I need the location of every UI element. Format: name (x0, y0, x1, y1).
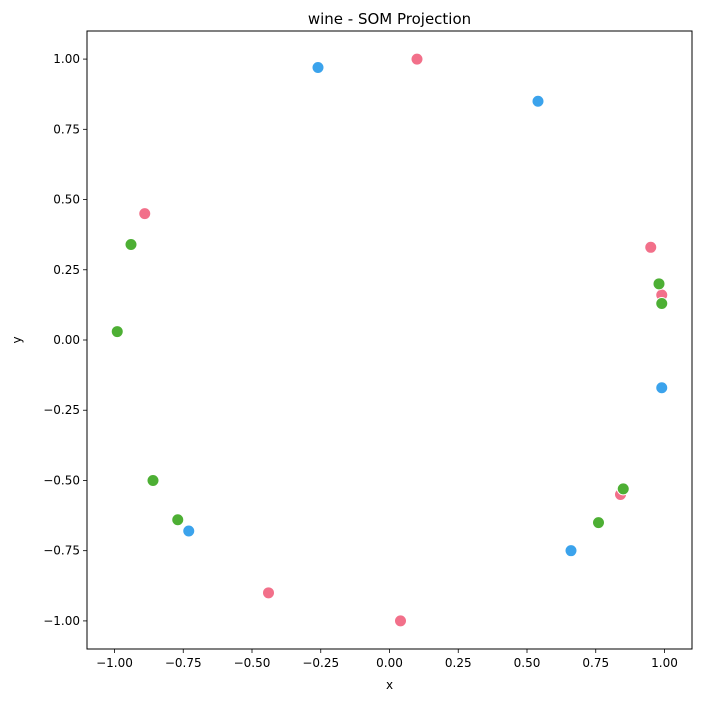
y-tick-label: −1.00 (43, 614, 80, 628)
y-tick-label: −0.25 (43, 403, 80, 417)
scatter-point (110, 325, 124, 339)
x-tick-label: 0.75 (582, 656, 609, 670)
y-axis-ticks: −1.00 −0.75 −0.50 −0.25 0.00 0.25 0.50 0.75 1.00 (43, 52, 87, 628)
scatter-point (655, 296, 669, 310)
scatter-point (592, 516, 605, 530)
scatter-point (531, 94, 545, 108)
scatter-point (564, 544, 578, 558)
x-tick-label: 1.00 (651, 656, 678, 670)
x-tick-label: 0.25 (445, 656, 472, 670)
scatter-point (138, 207, 152, 221)
scatter-points (110, 52, 669, 628)
y-tick-label: −0.75 (43, 544, 80, 558)
scatter-point (644, 240, 658, 254)
y-tick-label: 0.75 (53, 122, 80, 136)
y-tick-label: 1.00 (53, 52, 80, 66)
chart-title: wine - SOM Projection (308, 10, 471, 28)
scatter-point (616, 482, 630, 496)
y-tick-label: 0.00 (53, 333, 80, 347)
y-axis-label: y (10, 336, 24, 343)
scatter-point (655, 381, 669, 395)
y-tick-label: 0.25 (53, 263, 80, 277)
x-axis-label: x (386, 678, 393, 692)
scatter-point (410, 52, 424, 66)
x-tick-label: 0.00 (376, 656, 403, 670)
x-tick-label: −0.25 (302, 656, 339, 670)
plot-frame (86, 30, 693, 650)
scatter-point (146, 473, 160, 487)
x-tick-label: −1.00 (96, 656, 133, 670)
y-tick-label: −0.50 (43, 473, 80, 487)
scatter-point (311, 61, 325, 75)
y-tick-label: 0.50 (53, 193, 80, 207)
scatter-point (171, 513, 185, 527)
scatter-point (262, 586, 275, 600)
x-tick-label: 0.50 (514, 656, 541, 670)
scatter-point (652, 277, 666, 291)
x-tick-label: −0.50 (234, 656, 271, 670)
scatter-point (124, 237, 138, 251)
x-tick-label: −0.75 (165, 656, 202, 670)
x-axis-ticks: −1.00 −0.75 −0.50 −0.25 0.00 0.25 0.50 0.75 1.00 (96, 649, 678, 670)
scatter-point (394, 614, 407, 628)
scatter-point (182, 524, 196, 538)
